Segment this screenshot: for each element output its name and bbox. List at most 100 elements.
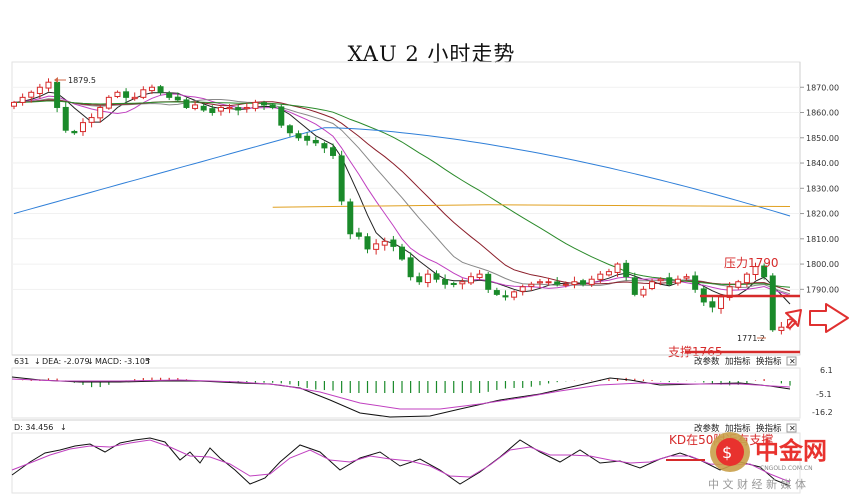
candle [62,102,69,133]
price-axis: 1870.00 1860.00 1850.00 1840.00 1830.00 1820.… [800,83,839,294]
candle [399,243,405,261]
price-tick-label: 1830.00 [806,184,839,193]
candle [692,271,699,293]
kd-close-icon[interactable] [786,423,797,433]
candle [192,100,199,111]
candle [88,113,95,128]
ma-darkred-line [13,99,791,292]
price-panel-frame [11,61,801,356]
price-tick-label: 1840.00 [806,159,839,168]
candlesticks [11,78,793,335]
price-tick-label: 1790.00 [806,285,839,294]
candle [235,104,242,116]
macd-button-params[interactable]: 改参数 [694,356,720,367]
kd-button-params[interactable]: 改参数 [694,423,720,434]
candle [752,262,759,280]
candle [761,263,768,280]
candle [640,286,647,298]
candle [123,88,130,103]
candle [54,80,61,113]
macd-dea-line [11,378,791,410]
watermark-tagline: 中 文 财 经 新 媒 体 [708,477,806,491]
macd-close-icon[interactable] [786,356,797,366]
candle [407,252,414,281]
candle [140,86,147,100]
macd-value-label: MACD: -3.105 [95,357,150,366]
candle [209,105,216,116]
candle [649,278,656,291]
candle [312,136,319,147]
candle [45,78,52,92]
candle [631,272,638,297]
candle [330,143,337,159]
macd-axis-mid: -5.1 [816,390,832,399]
pressure-label: 压力1790 [724,256,779,270]
candle [200,103,207,112]
macd-dea-label: DEA: -2.079 [42,357,90,366]
candle [536,279,543,289]
macd-button-add[interactable]: 加指标 [725,356,751,367]
candle [511,290,518,301]
candle [390,235,397,252]
candle [174,92,181,102]
candle [562,281,569,288]
candle [347,198,354,240]
candle [450,281,457,288]
candle [467,272,474,285]
candle [131,92,138,101]
grid-lines [12,86,800,290]
candle [295,130,302,141]
price-tick-label: 1800.00 [806,260,839,269]
high-marker-label: 1879.5 [68,76,96,85]
candle [286,124,293,137]
kd-button-switch[interactable]: 换指标 [756,423,782,434]
svg-text:✕: ✕ [789,357,796,366]
candle [166,90,173,101]
candle [157,84,164,96]
candle [554,277,561,287]
candle [493,287,500,296]
kd-k-line [11,437,791,487]
moving-averages [13,91,791,305]
candle [605,268,612,277]
price-tick-label: 1850.00 [806,134,839,143]
candle [269,102,276,110]
candle [373,239,380,255]
candle [442,274,449,289]
candle [623,259,630,281]
candle [571,276,578,289]
macd-panel: 631 ↓ DEA: -2.079 ↓ MACD: -3.105 ↑ 改参数 加… [11,354,833,419]
candle [545,277,552,286]
candle [278,104,285,128]
candle [769,273,776,332]
candle [433,270,440,283]
candle [381,237,388,251]
candle [304,132,311,146]
kd-button-add[interactable]: 加指标 [725,423,751,434]
svg-text:✕: ✕ [789,424,796,433]
candle [674,275,681,286]
candle [114,90,121,99]
candle [97,105,104,123]
candle [183,97,190,109]
candle [735,279,742,290]
scenario-arrows [785,303,849,333]
macd-dif-line [11,376,791,418]
candle [476,269,483,280]
candle [217,105,224,116]
watermark: $ 中金网 CNGOLD.COM.CN 中 文 财 经 新 媒 体 [708,432,827,491]
candle [666,272,673,286]
candle [79,118,86,136]
svg-text:↓: ↓ [87,357,94,366]
candle [19,93,26,106]
right-arrow-icon [809,303,849,333]
ma-blue-line [13,127,791,217]
price-tick-label: 1810.00 [806,235,839,244]
price-tick-label: 1860.00 [806,109,839,118]
candle [588,275,595,287]
macd-axis-top: 6.1 [820,366,833,375]
candle [321,141,328,154]
macd-button-switch[interactable]: 换指标 [756,356,782,367]
price-tick-label: 1820.00 [806,210,839,219]
